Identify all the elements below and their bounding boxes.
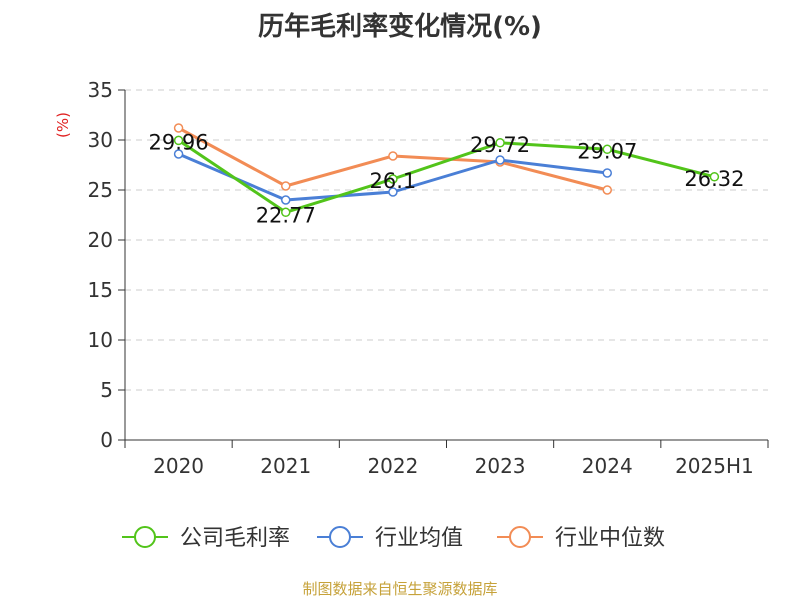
y-tick-label: 35 xyxy=(88,78,113,102)
x-tick-label: 2025H1 xyxy=(675,454,754,478)
y-tick-label: 10 xyxy=(88,328,113,352)
data-point xyxy=(173,149,184,159)
data-label: 22.77 xyxy=(256,203,316,227)
x-tick-label: 2020 xyxy=(153,454,204,478)
y-tick-label: 15 xyxy=(88,278,113,302)
data-point xyxy=(281,207,291,218)
data-point xyxy=(495,155,505,165)
data-point xyxy=(388,174,398,184)
data-label: 29.96 xyxy=(149,130,209,154)
legend-label: 行业中位数 xyxy=(555,526,665,551)
x-tick-label: 2022 xyxy=(367,454,418,478)
x-tick-label: 2024 xyxy=(582,454,633,478)
y-axis-label: (%) xyxy=(54,112,72,138)
data-point xyxy=(281,195,291,205)
y-tick-label: 5 xyxy=(100,378,113,402)
y-tick-label: 30 xyxy=(88,128,113,152)
series-line xyxy=(177,139,715,214)
data-point xyxy=(388,187,398,197)
legend-marker xyxy=(134,526,156,548)
source-note: 制图数据来自恒生聚源数据库 xyxy=(302,580,498,598)
legend-label: 公司毛利率 xyxy=(180,526,290,551)
legend-item: 行业均值 xyxy=(317,526,463,551)
legend-item: 公司毛利率 xyxy=(122,526,290,551)
x-tick-label: 2021 xyxy=(260,454,311,478)
data-point xyxy=(602,168,612,178)
data-point xyxy=(602,144,612,155)
x-tick-label: 2023 xyxy=(475,454,526,478)
y-tick-label: 25 xyxy=(88,178,113,202)
data-point xyxy=(388,151,398,161)
data-point xyxy=(602,185,612,195)
y-tick-label: 0 xyxy=(100,428,113,452)
data-label: 29.72 xyxy=(470,133,530,157)
legend-marker xyxy=(509,526,531,548)
data-label: 29.07 xyxy=(577,139,637,163)
data-point xyxy=(173,123,184,133)
chart-title: 历年毛利率变化情况(%) xyxy=(258,12,542,42)
legend-item: 行业中位数 xyxy=(497,526,665,551)
data-point xyxy=(495,138,505,148)
data-label: 26.1 xyxy=(370,169,417,193)
data-label: 26.32 xyxy=(684,167,744,191)
data-point xyxy=(281,181,291,191)
y-tick-label: 20 xyxy=(88,228,113,252)
data-point xyxy=(173,135,184,146)
legend-marker xyxy=(329,526,351,548)
data-point xyxy=(709,172,720,182)
legend-label: 行业均值 xyxy=(375,526,463,551)
